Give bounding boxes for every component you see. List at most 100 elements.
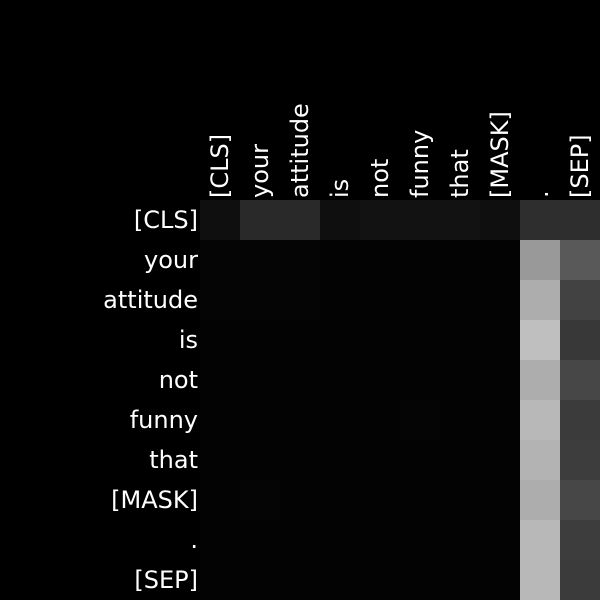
heatmap-cell-r7-c1: [240, 480, 280, 520]
heatmap-cell-r9-c6: [440, 560, 480, 600]
heatmap-cell-r8-c3: [320, 520, 360, 560]
y-tick-label: .: [190, 526, 198, 554]
heatmap-cell-r4-c8: [520, 360, 560, 400]
heatmap-cell-r3-c1: [240, 320, 280, 360]
heatmap-cell-r1-c1: [240, 240, 280, 280]
heatmap-cell-r2-c5: [400, 280, 440, 320]
heatmap-cell-r3-c6: [440, 320, 480, 360]
heatmap-cell-r9-c5: [400, 560, 440, 600]
heatmap-cell-r5-c4: [360, 400, 400, 440]
heatmap-cell-r0-c4: [360, 200, 400, 240]
heatmap-cell-r4-c7: [480, 360, 520, 400]
heatmap-cell-r3-c3: [320, 320, 360, 360]
heatmap-cell-r5-c6: [440, 400, 480, 440]
heatmap-cell-r4-c6: [440, 360, 480, 400]
heatmap-cell-r2-c4: [360, 280, 400, 320]
y-tick-label: is: [179, 326, 198, 354]
heatmap-cell-r6-c5: [400, 440, 440, 480]
heatmap-cell-r2-c1: [240, 280, 280, 320]
heatmap-cell-r5-c7: [480, 400, 520, 440]
heatmap-cell-r6-c1: [240, 440, 280, 480]
heatmap-cell-r8-c7: [480, 520, 520, 560]
heatmap-cell-r8-c5: [400, 520, 440, 560]
x-tick-label: .: [526, 190, 554, 198]
heatmap-cell-r7-c8: [520, 480, 560, 520]
heatmap-cell-r8-c6: [440, 520, 480, 560]
heatmap-cell-r0-c6: [440, 200, 480, 240]
heatmap-cell-r2-c8: [520, 280, 560, 320]
y-tick-labels: [CLS] your attitude is not funny that [MASK]. [S…: [103, 206, 198, 594]
heatmap-cell-r1-c0: [200, 240, 240, 280]
heatmap-cells: [200, 200, 600, 600]
heatmap-cell-r5-c3: [320, 400, 360, 440]
heatmap-cell-r8-c4: [360, 520, 400, 560]
heatmap-cell-r6-c7: [480, 440, 520, 480]
heatmap-cell-r8-c8: [520, 520, 560, 560]
y-tick-label: attitude: [103, 286, 198, 314]
heatmap-cell-r9-c9: [560, 560, 600, 600]
heatmap-cell-r8-c2: [280, 520, 320, 560]
heatmap-cell-r2-c9: [560, 280, 600, 320]
heatmap-cell-r6-c3: [320, 440, 360, 480]
heatmap-cell-r0-c7: [480, 200, 520, 240]
x-tick-label: [MASK]: [486, 111, 514, 198]
heatmap-cell-r8-c0: [200, 520, 240, 560]
heatmap-cell-r4-c1: [240, 360, 280, 400]
heatmap-cell-r7-c7: [480, 480, 520, 520]
heatmap-cell-r7-c6: [440, 480, 480, 520]
heatmap-cell-r6-c8: [520, 440, 560, 480]
heatmap-cell-r0-c8: [520, 200, 560, 240]
heatmap-cell-r3-c0: [200, 320, 240, 360]
heatmap-cell-r9-c1: [240, 560, 280, 600]
heatmap-cell-r0-c9: [560, 200, 600, 240]
heatmap-cell-r1-c3: [320, 240, 360, 280]
heatmap-cell-r4-c2: [280, 360, 320, 400]
y-tick-label: [MASK]: [111, 486, 198, 514]
heatmap-cell-r3-c4: [360, 320, 400, 360]
heatmap-cell-r0-c5: [400, 200, 440, 240]
y-tick-label: [SEP]: [134, 566, 198, 594]
heatmap-cell-r1-c4: [360, 240, 400, 280]
heatmap-cell-r1-c8: [520, 240, 560, 280]
y-tick-label: funny: [130, 406, 198, 434]
heatmap-cell-r1-c7: [480, 240, 520, 280]
heatmap-cell-r1-c9: [560, 240, 600, 280]
heatmap-cell-r9-c3: [320, 560, 360, 600]
heatmap-cell-r0-c0: [200, 200, 240, 240]
heatmap-cell-r5-c8: [520, 400, 560, 440]
heatmap-cell-r6-c9: [560, 440, 600, 480]
x-tick-label: your: [246, 144, 274, 198]
x-tick-label: attitude: [286, 103, 314, 198]
heatmap-cell-r2-c3: [320, 280, 360, 320]
heatmap-cell-r1-c6: [440, 240, 480, 280]
heatmap-cell-r8-c9: [560, 520, 600, 560]
heatmap-cell-r3-c8: [520, 320, 560, 360]
x-tick-label: that: [446, 149, 474, 198]
x-tick-labels: [CLS] your attitude is not funny that [MASK]. [S…: [206, 103, 594, 198]
heatmap-cell-r6-c4: [360, 440, 400, 480]
heatmap-cell-r3-c5: [400, 320, 440, 360]
x-tick-label: funny: [406, 130, 434, 198]
y-tick-label: [CLS]: [134, 206, 198, 234]
heatmap-cell-r4-c5: [400, 360, 440, 400]
heatmap-cell-r4-c4: [360, 360, 400, 400]
heatmap-cell-r4-c3: [320, 360, 360, 400]
heatmap-cell-r7-c2: [280, 480, 320, 520]
heatmap-cell-r3-c2: [280, 320, 320, 360]
heatmap-cell-r7-c4: [360, 480, 400, 520]
heatmap-cell-r7-c9: [560, 480, 600, 520]
heatmap-cell-r3-c7: [480, 320, 520, 360]
x-tick-label: [SEP]: [566, 134, 594, 198]
heatmap-cell-r7-c5: [400, 480, 440, 520]
heatmap-cell-r9-c7: [480, 560, 520, 600]
heatmap-cell-r6-c0: [200, 440, 240, 480]
heatmap-cell-r5-c1: [240, 400, 280, 440]
heatmap-cell-r0-c2: [280, 200, 320, 240]
heatmap-cell-r4-c9: [560, 360, 600, 400]
heatmap-cell-r2-c6: [440, 280, 480, 320]
heatmap-cell-r2-c2: [280, 280, 320, 320]
heatmap-cell-r5-c9: [560, 400, 600, 440]
x-tick-label: [CLS]: [206, 134, 234, 198]
heatmap-cell-r6-c6: [440, 440, 480, 480]
